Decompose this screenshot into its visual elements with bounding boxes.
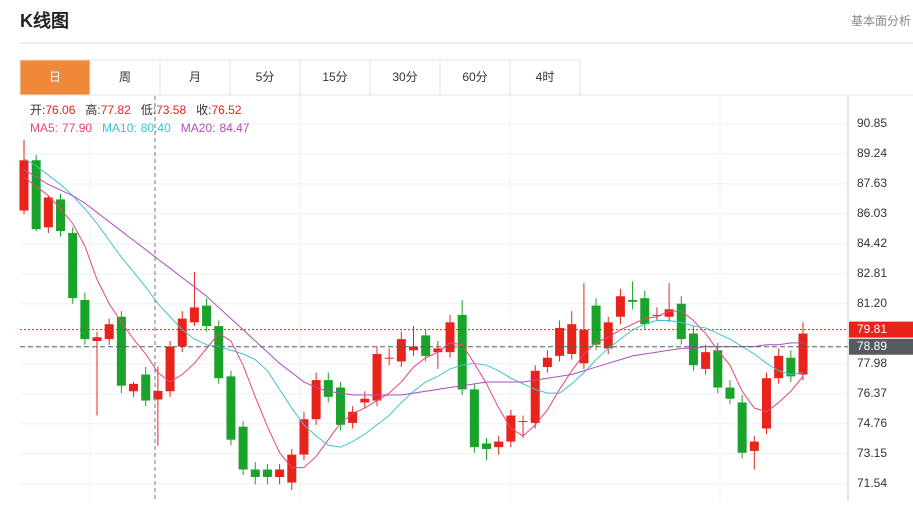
y-tick-label: 81.20	[857, 296, 887, 310]
candle-body	[458, 315, 467, 390]
candle-body	[482, 443, 491, 449]
candle-body	[446, 322, 455, 352]
candle-body	[592, 306, 601, 345]
candle-body	[628, 300, 637, 302]
candle-body	[750, 442, 759, 451]
ma-line	[24, 170, 803, 395]
candle-body	[166, 347, 175, 392]
candle-body	[543, 358, 552, 367]
candle-body	[713, 350, 722, 387]
candle-body	[80, 300, 89, 339]
tab-label[interactable]: 月	[189, 70, 201, 84]
candle-body	[519, 421, 528, 422]
candle-body	[93, 337, 102, 341]
ma-legend-value: 84.47	[219, 121, 249, 135]
y-tick-label: 82.81	[857, 266, 887, 280]
y-tick-label: 84.42	[857, 236, 887, 250]
candle-body	[738, 402, 747, 452]
candle-body	[762, 378, 771, 428]
candle-body	[20, 160, 29, 210]
candle-body	[32, 160, 41, 229]
info-value: 76.52	[211, 103, 241, 117]
candle-body	[701, 352, 710, 369]
y-tick-label: 89.24	[857, 146, 887, 160]
price-tag-label: 79.81	[857, 322, 887, 336]
candle-body	[56, 199, 65, 231]
title: K线图	[20, 10, 69, 31]
y-tick-label: 73.15	[857, 446, 887, 460]
candle-body	[774, 356, 783, 378]
candle-body	[470, 389, 479, 447]
tab-label[interactable]: 4时	[536, 70, 555, 84]
info-value: 76.06	[45, 103, 75, 117]
candle-body	[44, 198, 53, 228]
y-tick-label: 86.03	[857, 206, 887, 220]
candle-body	[202, 306, 211, 326]
tab-label[interactable]: 5分	[256, 70, 275, 84]
analysis-link[interactable]: 基本面分析	[851, 14, 911, 28]
y-tick-label: 90.85	[857, 116, 887, 130]
info-label: 收:	[196, 103, 211, 117]
candle-body	[251, 470, 260, 477]
candle-body	[190, 307, 199, 322]
info-label: 低:	[141, 103, 156, 117]
y-tick-label: 76.37	[857, 386, 887, 400]
ma-legend-value: 80.40	[141, 121, 171, 135]
candle-body	[372, 354, 381, 401]
tab-label[interactable]: 30分	[392, 70, 417, 84]
candle-body	[567, 324, 576, 354]
ma-legend-name: MA5:	[30, 121, 58, 135]
candle-body	[531, 371, 540, 423]
y-tick-label: 77.98	[857, 356, 887, 370]
candle-body	[68, 233, 77, 298]
y-tick-label: 71.54	[857, 476, 887, 490]
ma-line	[24, 158, 803, 447]
y-tick-label: 74.76	[857, 416, 887, 430]
info-label: 开:	[30, 103, 45, 117]
candle-body	[397, 339, 406, 361]
candle-body	[324, 380, 333, 397]
candle-body	[360, 399, 369, 403]
ma-legend-value: 77.90	[62, 121, 92, 135]
tab-label[interactable]: 60分	[462, 70, 487, 84]
y-tick-label: 87.63	[857, 176, 887, 190]
tab-bar: 日 周 月 5分 15分 30分 60分 4时	[20, 60, 580, 95]
price-tag-label: 78.89	[857, 339, 887, 353]
ma-legend-name: MA10:	[102, 121, 137, 135]
info-label: 高:	[85, 102, 100, 117]
candle-body	[385, 358, 394, 359]
candle-body	[129, 384, 138, 391]
candle-body	[239, 427, 248, 470]
candle-body	[799, 334, 808, 375]
plot-area: 71.54 73.15 74.76 76.37 77.98 81.20 82.81 84.42…	[20, 96, 913, 501]
candle-body	[263, 470, 272, 477]
candle-body	[105, 324, 114, 339]
tab-label[interactable]: 15分	[322, 70, 347, 84]
candle-body	[689, 334, 698, 366]
ma-legend-name: MA20:	[181, 121, 216, 135]
info-value: 73.58	[156, 103, 186, 117]
candle-body	[287, 455, 296, 483]
candle-body	[616, 296, 625, 316]
candle-body	[725, 388, 734, 399]
candle-body	[141, 375, 150, 401]
candle-body	[494, 442, 503, 448]
tab-label[interactable]: 日	[49, 70, 61, 84]
candle-body	[555, 328, 564, 356]
candle-body	[421, 335, 430, 355]
info-value: 77.82	[101, 103, 131, 117]
candle-body	[275, 470, 284, 477]
tab-label[interactable]: 周	[119, 70, 131, 84]
candle-body	[226, 376, 235, 439]
